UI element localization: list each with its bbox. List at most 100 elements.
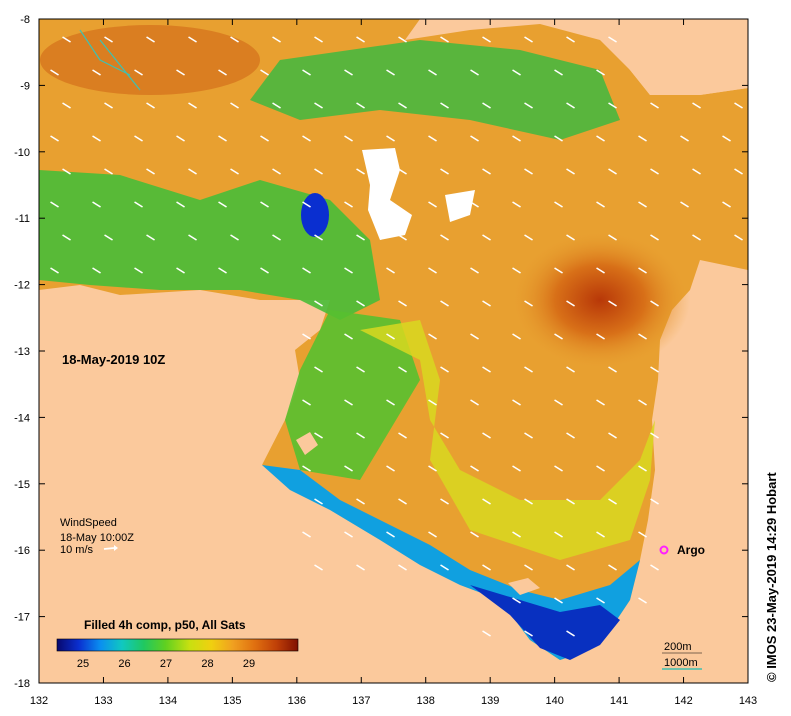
wind-arrow — [638, 333, 647, 340]
wind-arrow — [596, 333, 605, 340]
x-tick-label: 137 — [352, 695, 370, 707]
wind-arrow — [428, 69, 437, 76]
wind-arrow — [92, 69, 101, 76]
wind-arrow — [440, 432, 449, 439]
y-tick-label: -10 — [14, 147, 30, 159]
wind-arrow — [482, 366, 491, 373]
credit-label: © IMOS 23-May-2019 14:29 Hobart — [764, 472, 779, 682]
wind-arrow — [428, 135, 437, 142]
y-tick-label: -16 — [14, 545, 30, 557]
wind-arrow — [188, 102, 197, 109]
sea-green-west — [39, 170, 380, 320]
wind-arrow — [230, 234, 239, 241]
wind-arrow — [638, 201, 647, 208]
wind-arrow — [554, 201, 563, 208]
wind-arrow — [470, 465, 479, 472]
wind-arrow — [566, 36, 575, 43]
wind-arrow — [104, 36, 113, 43]
wind-arrow — [188, 234, 197, 241]
wind-arrow — [680, 201, 689, 208]
wind-arrow — [134, 267, 143, 274]
y-tick-label: -18 — [14, 678, 30, 690]
wind-arrow — [482, 300, 491, 307]
wind-arrow — [596, 465, 605, 472]
wind-arrow — [482, 234, 491, 241]
wind-arrow — [566, 300, 575, 307]
wind-arrow — [650, 300, 659, 307]
wind-arrow — [638, 531, 647, 538]
wind-arrow — [188, 168, 197, 175]
wind-arrow — [512, 201, 521, 208]
wind-arrow — [650, 102, 659, 109]
wind-arrow — [554, 531, 563, 538]
wind-scale: 10 m/s — [60, 544, 94, 556]
wind-arrow — [524, 36, 533, 43]
wind-arrow — [428, 201, 437, 208]
wind-arrow — [386, 69, 395, 76]
wind-arrow — [524, 498, 533, 505]
x-tick-label: 133 — [94, 695, 112, 707]
wind-arrow — [302, 531, 311, 538]
island-mornington — [508, 578, 540, 595]
wind-arrow — [398, 102, 407, 109]
colorbar — [56, 638, 299, 652]
wind-arrow — [356, 564, 365, 571]
wind-arrow — [344, 531, 353, 538]
colorbar-title: Filled 4h comp, p50, All Sats — [84, 618, 246, 632]
wind-arrow — [440, 498, 449, 505]
wind-arrow — [260, 201, 269, 208]
wind-arrow — [512, 69, 521, 76]
wind-arrow — [428, 267, 437, 274]
wind-arrow — [386, 399, 395, 406]
wind-arrow — [398, 498, 407, 505]
land-top-right — [600, 19, 748, 95]
wind-arrow — [314, 168, 323, 175]
wind-arrow — [146, 102, 155, 109]
wind-arrow — [470, 531, 479, 538]
wind-arrow — [356, 234, 365, 241]
wind-arrow — [356, 498, 365, 505]
wind-time: 18-May 10:00Z — [60, 532, 134, 544]
sea-green-gulfwest — [285, 310, 420, 480]
wind-arrow — [356, 432, 365, 439]
wind-arrow — [428, 399, 437, 406]
x-tick-label: 138 — [417, 695, 435, 707]
wind-arrow — [176, 267, 185, 274]
x-tick-label: 134 — [159, 695, 177, 707]
wind-arrow — [260, 69, 269, 76]
wind-arrow — [50, 267, 59, 274]
wind-arrow — [554, 333, 563, 340]
wind-arrow — [512, 333, 521, 340]
wind-arrow — [356, 366, 365, 373]
wind-arrow — [470, 399, 479, 406]
wind-arrow — [596, 201, 605, 208]
wind-arrow — [650, 366, 659, 373]
wind-arrow — [398, 300, 407, 307]
x-axis: 132 133 134 135 136 137 138 139 140 141 142 143 — [30, 19, 757, 707]
wind-arrow — [524, 366, 533, 373]
wind-arrow — [440, 102, 449, 109]
wind-arrows — [50, 36, 743, 637]
wind-arrow — [722, 135, 731, 142]
wind-scale-arrow — [103, 545, 118, 551]
wind-arrow — [428, 531, 437, 538]
wind-arrow — [608, 564, 617, 571]
y-tick-label: -14 — [14, 412, 30, 424]
wind-arrow — [512, 135, 521, 142]
wind-arrow — [188, 36, 197, 43]
wind-arrow — [104, 102, 113, 109]
x-tick-label: 139 — [481, 695, 499, 707]
wind-title: WindSpeed — [60, 517, 117, 529]
y-tick-label: -15 — [14, 479, 30, 491]
wind-arrow — [440, 366, 449, 373]
wind-arrow — [638, 597, 647, 604]
wind-arrow — [650, 432, 659, 439]
wind-arrow — [398, 432, 407, 439]
wind-arrow — [218, 267, 227, 274]
wind-arrow — [302, 135, 311, 142]
wind-arrow — [398, 36, 407, 43]
wind-arrow — [272, 102, 281, 109]
wind-arrow — [440, 36, 449, 43]
colorbar-tick-label: 28 — [201, 658, 213, 670]
wind-arrow — [440, 300, 449, 307]
